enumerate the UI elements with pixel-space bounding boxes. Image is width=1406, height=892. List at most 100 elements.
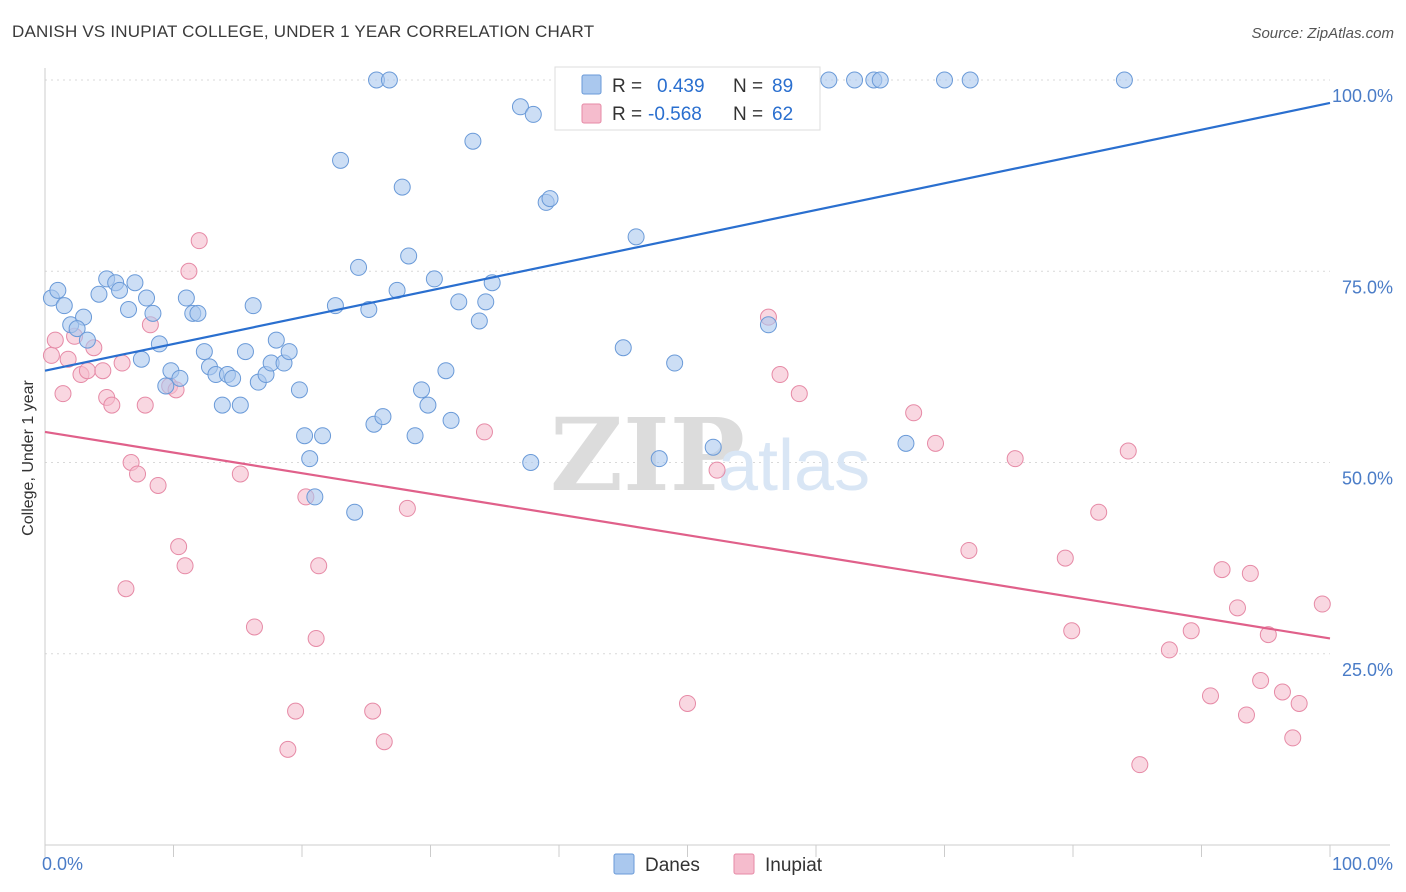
danes-point	[144, 304, 162, 322]
inupiat-point	[94, 362, 112, 380]
danes-point	[442, 411, 460, 429]
danes-point	[419, 396, 437, 414]
inupiat-point	[1131, 756, 1149, 774]
danes-n-value: 89	[772, 76, 793, 97]
inupiat-point	[375, 733, 393, 751]
inupiat-point	[1228, 599, 1246, 617]
danes-point	[477, 293, 495, 311]
inupiat-point	[1182, 622, 1200, 640]
danes-point	[393, 178, 411, 196]
danes-point	[846, 71, 864, 89]
inupiat-point	[117, 580, 135, 598]
x-tick-label-min: 0.0%	[42, 854, 83, 874]
inupiat-point	[960, 541, 978, 559]
danes-point	[541, 190, 559, 208]
inupiat-point	[1056, 549, 1074, 567]
danes-point	[425, 270, 443, 288]
danes-point	[406, 427, 424, 445]
inupiat-point	[1006, 450, 1024, 468]
inupiat-point	[927, 434, 945, 452]
inupiat-point	[59, 350, 77, 368]
danes-point	[871, 71, 889, 89]
x-tick-label-max: 100.0%	[1332, 854, 1393, 874]
danes-point	[78, 331, 96, 349]
danes-point	[350, 258, 368, 276]
inupiat-point	[103, 396, 121, 414]
stats-legend: R = 0.439 N = 89 R = -0.568 N = 62	[554, 66, 821, 131]
danes-trend-line	[44, 101, 1331, 372]
danes-point	[524, 105, 542, 123]
inupiat-point	[1284, 729, 1302, 747]
inupiat-n-label: N =	[733, 104, 763, 125]
grid	[45, 79, 1330, 655]
chart-title: DANISH VS INUPIAT COLLEGE, UNDER 1 YEAR …	[12, 22, 595, 41]
danes-point	[280, 343, 298, 361]
inupiat-trend-line	[44, 430, 1331, 640]
danes-point	[650, 450, 668, 468]
inupiat-point	[1259, 626, 1277, 644]
legend-inupiat-swatch	[733, 853, 755, 875]
danes-point	[150, 335, 168, 353]
danes-point	[267, 331, 285, 349]
danes-n-label: N =	[733, 76, 763, 97]
inupiat-point	[307, 629, 325, 647]
danes-point	[120, 301, 138, 318]
danes-point	[126, 274, 144, 292]
danes-r-label: R =	[612, 76, 642, 97]
y-tick-label-75: 75.0%	[1342, 277, 1393, 297]
inupiat-point	[1201, 687, 1219, 705]
danes-point	[132, 350, 150, 368]
danes-point	[68, 320, 86, 338]
watermark-atlas: atlas	[718, 426, 870, 506]
inupiat-point	[1273, 683, 1291, 701]
inupiat-point	[113, 354, 131, 372]
danes-point	[290, 381, 308, 399]
inupiat-point	[1237, 706, 1255, 724]
inupiat-point	[180, 262, 198, 280]
danes-point	[464, 132, 482, 150]
inupiat-r-label: R =	[612, 104, 642, 125]
danes-point	[437, 362, 455, 380]
danes-point	[470, 312, 488, 330]
y-tick-labels: 25.0% 50.0% 75.0% 100.0%	[1332, 86, 1393, 680]
danes-point	[374, 408, 392, 426]
legend-inupiat-label: Inupiat	[765, 855, 823, 876]
inupiat-point	[905, 404, 923, 422]
danes-point	[413, 381, 431, 399]
trend-lines	[44, 101, 1331, 640]
danes-point	[759, 316, 777, 334]
danes-point	[314, 427, 332, 445]
axes	[44, 68, 1390, 857]
danes-r-value: 0.439	[657, 76, 705, 97]
danes-point	[244, 297, 262, 315]
legend-danes-label: Danes	[645, 855, 700, 876]
danes-point	[301, 450, 319, 468]
inupiat-point	[679, 694, 696, 712]
danes-point	[1115, 71, 1133, 89]
danes-point	[138, 289, 156, 307]
danes-point	[511, 98, 529, 116]
danes-point	[820, 71, 838, 89]
inupiat-point	[1313, 595, 1331, 613]
danes-point	[177, 289, 195, 307]
danes-point	[400, 247, 418, 265]
y-tick-label-50: 50.0%	[1342, 469, 1393, 489]
legend-danes-swatch	[613, 853, 635, 875]
x-tick-labels: 0.0% 100.0%	[42, 854, 1393, 874]
inupiat-point	[1290, 694, 1308, 712]
danes-point	[666, 354, 684, 372]
danes-point	[897, 434, 915, 452]
inupiat-point	[231, 465, 249, 483]
inupiat-point	[364, 702, 382, 720]
danes-points	[42, 71, 1133, 521]
inupiat-point	[190, 232, 208, 250]
danes-point	[90, 285, 108, 303]
watermark: ZIP atlas	[550, 396, 870, 514]
inupiat-n-value: 62	[772, 104, 793, 125]
inupiat-point	[1119, 442, 1137, 460]
inupiat-point	[475, 423, 493, 441]
inupiat-point	[129, 465, 147, 483]
danes-point	[189, 304, 207, 322]
danes-point	[213, 396, 231, 414]
inupiat-point	[1160, 641, 1178, 659]
